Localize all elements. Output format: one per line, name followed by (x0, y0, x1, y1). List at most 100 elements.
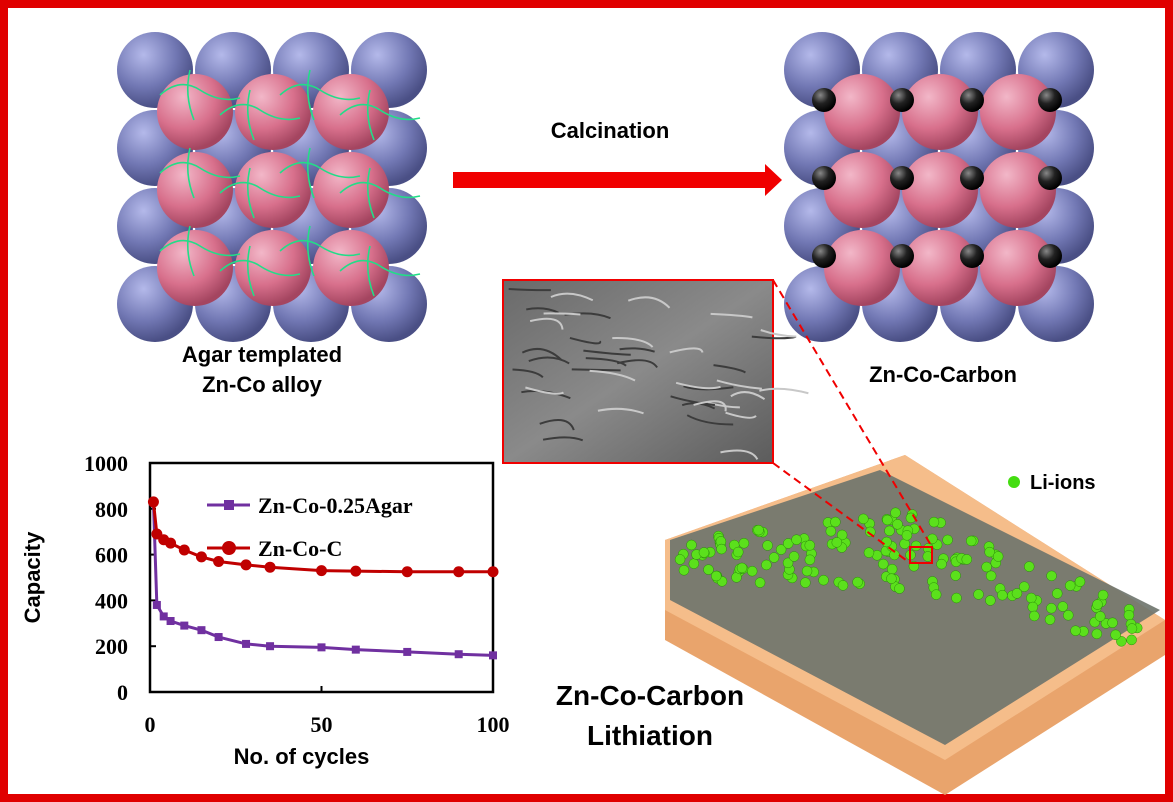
flake (675, 381, 721, 390)
agar-strand (339, 167, 421, 219)
flake (760, 329, 797, 338)
point (159, 612, 168, 621)
carbon-sphere (812, 244, 836, 268)
li-ion (863, 547, 875, 558)
li-ion (830, 516, 841, 528)
point (350, 565, 362, 577)
flake (569, 336, 602, 345)
agar-strand (219, 89, 301, 141)
li-ion (973, 589, 984, 600)
point (242, 639, 251, 648)
agar-strand (159, 69, 241, 121)
flake (585, 357, 627, 367)
li-ion (1057, 601, 1069, 612)
carbon-sphere (960, 88, 984, 112)
li-ion (886, 573, 897, 584)
li-ion (674, 554, 686, 565)
li-ion (1011, 588, 1023, 599)
zn-sphere (313, 152, 389, 228)
li-ion (1023, 561, 1035, 572)
li-ion (716, 543, 727, 555)
flake (526, 307, 559, 314)
li-ion (732, 546, 744, 558)
flake (583, 349, 631, 356)
flake (542, 436, 584, 442)
li-ion (1070, 625, 1081, 636)
li-ion (985, 595, 996, 606)
flake (725, 411, 757, 419)
li-ion (1064, 580, 1076, 591)
ion-legend-dot (1008, 476, 1020, 488)
zn-sphere (157, 152, 233, 228)
point (165, 537, 177, 549)
li-ion (1026, 592, 1037, 604)
x-tick-label: 100 (477, 712, 510, 737)
li-ion (678, 565, 690, 576)
flake (589, 369, 636, 382)
y-axis-label: Capacity (20, 531, 45, 623)
li-ion (942, 534, 953, 546)
agar-strand (279, 147, 361, 199)
flake (627, 296, 671, 309)
li-ion (981, 561, 992, 573)
y-tick-label: 400 (95, 588, 128, 613)
right-caption: Zn-Co-Carbon (869, 362, 1017, 387)
carbon-lattice (784, 32, 1094, 342)
process-label: Calcination (551, 118, 670, 143)
li-ion (804, 540, 816, 551)
zn-sphere (902, 74, 978, 150)
li-ion (688, 558, 700, 569)
zn-sphere (980, 74, 1056, 150)
legend-label: Zn-Co-0.25Agar (258, 493, 413, 518)
li-ion (985, 570, 997, 582)
li-ion (1044, 614, 1056, 625)
zn-sphere (902, 152, 978, 228)
zn-sphere (980, 152, 1056, 228)
li-ion (865, 526, 876, 538)
flake (612, 337, 654, 348)
flake (693, 400, 727, 412)
li-ion (1018, 581, 1030, 592)
li-ion (950, 570, 961, 581)
li-ion (881, 536, 892, 548)
agar-strand (279, 225, 361, 277)
arrow (453, 164, 782, 196)
agar-strand (279, 69, 361, 121)
li-ion (800, 577, 811, 588)
flake (529, 317, 564, 330)
flake (686, 414, 734, 426)
li-ion (837, 580, 849, 591)
zn-sphere (235, 152, 311, 228)
flake (669, 347, 704, 354)
flake (716, 379, 762, 390)
y-tick-label: 200 (95, 634, 128, 659)
li-ion (1029, 610, 1040, 622)
li-ion (901, 530, 913, 541)
li-ion (1046, 602, 1057, 614)
point (147, 496, 159, 508)
y-tick-label: 1000 (84, 451, 128, 476)
point (487, 566, 499, 578)
point (214, 633, 223, 642)
zn-sphere (235, 74, 311, 150)
x-axis-label: No. of cycles (234, 744, 370, 769)
li-ion (1091, 628, 1103, 640)
sem-image (502, 279, 774, 464)
zoom-box (909, 546, 933, 564)
carbon-sphere (890, 88, 914, 112)
li-ion (961, 554, 973, 565)
li-ion (886, 563, 898, 575)
li-ion (1046, 570, 1057, 582)
point (317, 643, 326, 652)
li-ion (703, 564, 714, 575)
flake (525, 386, 565, 395)
flake (508, 287, 551, 292)
bottom-caption: Lithiation (587, 720, 713, 751)
li-ion (928, 516, 940, 528)
agar-strand (159, 225, 241, 277)
point (240, 559, 252, 571)
li-ion (858, 513, 869, 525)
x-tick-label: 0 (145, 712, 156, 737)
li-ion (1074, 576, 1086, 587)
li-ion (992, 551, 1004, 562)
